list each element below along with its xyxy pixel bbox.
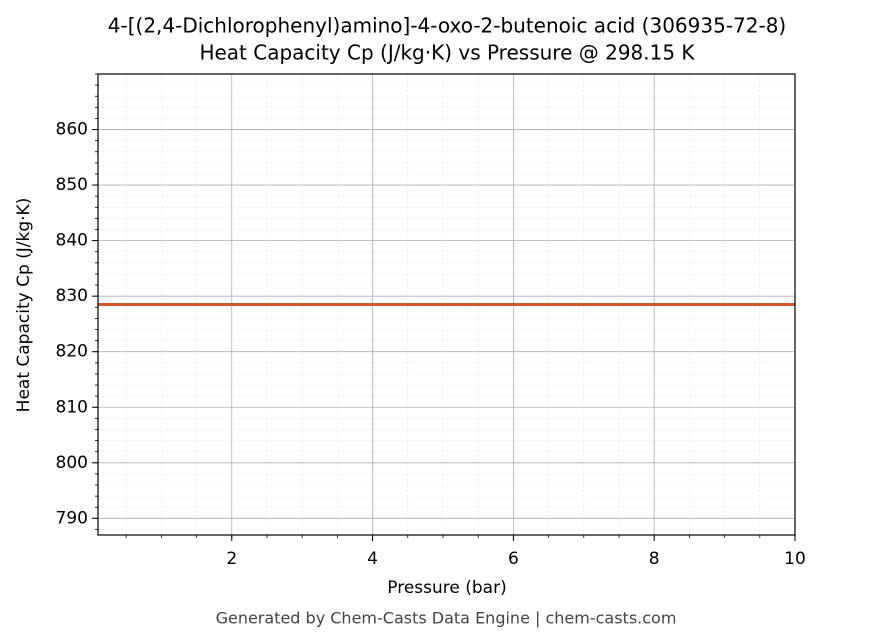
y-tick-label: 850 bbox=[56, 175, 88, 195]
x-tick-label: 10 bbox=[784, 549, 806, 569]
y-tick-label: 840 bbox=[56, 231, 88, 251]
y-tick-label: 820 bbox=[56, 342, 88, 362]
y-tick-label: 860 bbox=[56, 120, 88, 140]
plot-frame bbox=[97, 73, 796, 536]
chart-subtitle: Heat Capacity Cp (J/kg·K) vs Pressure @ … bbox=[199, 41, 695, 65]
chart-title: 4-[(2,4-Dichlorophenyl)amino]-4-oxo-2-bu… bbox=[108, 14, 786, 38]
y-tick-label: 830 bbox=[56, 286, 88, 306]
y-axis-label: Heat Capacity Cp (J/kg·K) bbox=[14, 198, 34, 413]
y-tick-label: 810 bbox=[56, 397, 88, 417]
x-axis-label: Pressure (bar) bbox=[387, 578, 506, 598]
x-tick-label: 6 bbox=[508, 549, 519, 569]
x-tick-label: 4 bbox=[367, 549, 378, 569]
x-tick-label: 2 bbox=[226, 549, 237, 569]
y-tick-label: 790 bbox=[56, 508, 88, 528]
footer: Generated by Chem-Casts Data Engine | ch… bbox=[216, 609, 677, 628]
x-tick-label: 8 bbox=[649, 549, 660, 569]
y-tick-label: 800 bbox=[56, 453, 88, 473]
